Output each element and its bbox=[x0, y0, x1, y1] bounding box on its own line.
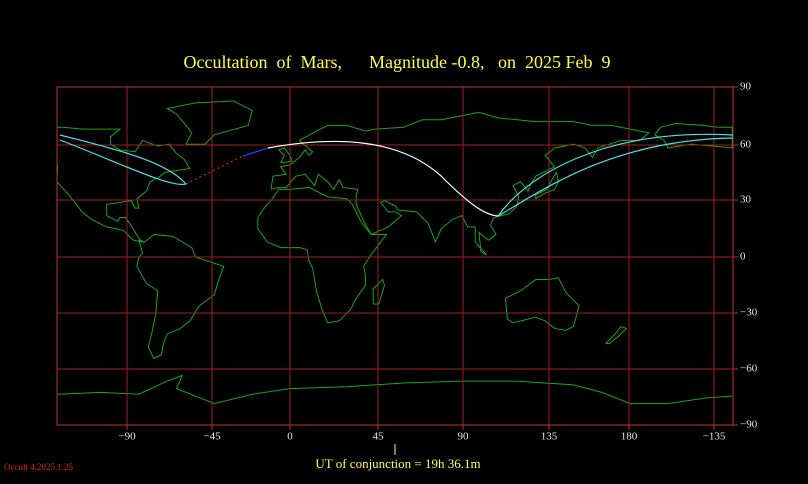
grid bbox=[57, 87, 733, 425]
north-america bbox=[56, 126, 191, 243]
y-tick-label: −30 bbox=[740, 307, 758, 319]
x-tick-label: 90 bbox=[458, 431, 470, 443]
x-tick-label: 180 bbox=[621, 431, 638, 443]
y-tick-label: 30 bbox=[740, 194, 752, 206]
map-frame bbox=[56, 86, 734, 426]
y-tick-label: −90 bbox=[740, 419, 758, 431]
track-twilight bbox=[242, 147, 269, 157]
x-tick-label: −135 bbox=[703, 431, 726, 443]
x-tick-label: −90 bbox=[118, 431, 136, 443]
x-tick-label: 45 bbox=[373, 431, 385, 443]
coastlines bbox=[56, 100, 733, 405]
y-tick-label: 60 bbox=[740, 139, 752, 151]
australia bbox=[504, 277, 580, 331]
x-tick-label: 0 bbox=[287, 431, 293, 443]
track-daylight bbox=[185, 155, 244, 185]
great-britain bbox=[277, 147, 293, 164]
x-tick-label: −45 bbox=[203, 431, 221, 443]
greenland bbox=[165, 100, 253, 145]
eurasia bbox=[270, 111, 651, 256]
japan bbox=[535, 171, 559, 200]
africa bbox=[257, 186, 388, 324]
track-limit-east bbox=[497, 133, 734, 217]
antarctica bbox=[57, 374, 733, 405]
footer: UT of conjunction = 19h 36.1m bbox=[315, 456, 480, 471]
y-tick-label: 0 bbox=[740, 251, 746, 263]
south-america bbox=[136, 233, 225, 360]
occultation-track bbox=[59, 133, 734, 217]
y-tick-label: −60 bbox=[740, 363, 758, 375]
new-zealand bbox=[605, 325, 628, 344]
x-tick-label: 135 bbox=[541, 431, 558, 443]
version: Occult 4.2025.1.25 bbox=[4, 462, 73, 472]
track-center bbox=[267, 140, 499, 217]
map-title: Occultation of Mars, Magnitude -0.8, on … bbox=[184, 52, 611, 72]
y-tick-label: 90 bbox=[740, 81, 752, 93]
